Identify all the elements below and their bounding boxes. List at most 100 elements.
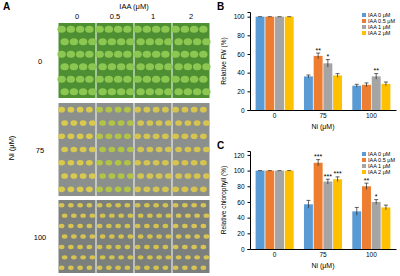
plant bbox=[201, 266, 207, 270]
x-tick: 75 bbox=[319, 251, 327, 258]
plant bbox=[184, 38, 192, 45]
y-tick: 120 bbox=[234, 152, 250, 159]
plant bbox=[67, 160, 74, 166]
plant bbox=[191, 133, 198, 139]
plant bbox=[71, 234, 77, 238]
y-axis-line bbox=[248, 152, 251, 250]
plant bbox=[67, 107, 74, 113]
plant bbox=[128, 234, 134, 238]
y-tick: 60 bbox=[237, 51, 250, 58]
y-tick-label: 100 bbox=[234, 167, 245, 174]
plant bbox=[118, 234, 124, 238]
plant bbox=[155, 63, 163, 70]
plant bbox=[185, 234, 191, 238]
photo bbox=[59, 103, 96, 196]
plant bbox=[115, 203, 121, 207]
plant bbox=[143, 187, 150, 193]
plant bbox=[87, 245, 93, 249]
plant bbox=[105, 107, 112, 113]
y-tick: 0 bbox=[241, 107, 250, 114]
x-tick-label: 100 bbox=[366, 251, 377, 258]
plant bbox=[134, 133, 141, 139]
plant bbox=[162, 133, 169, 139]
error-line bbox=[327, 179, 328, 184]
error-bar bbox=[278, 170, 282, 171]
plant bbox=[203, 147, 210, 153]
plant bbox=[181, 160, 188, 166]
error-bar bbox=[374, 74, 378, 80]
plant bbox=[86, 187, 93, 193]
error-bar bbox=[336, 177, 340, 182]
plant bbox=[58, 107, 65, 113]
error-line bbox=[318, 53, 319, 59]
plant bbox=[77, 187, 84, 193]
y-tick-label: 40 bbox=[237, 214, 245, 221]
plant bbox=[115, 266, 121, 270]
bar bbox=[275, 171, 284, 249]
legend-label: IAA 2 μM bbox=[368, 30, 391, 36]
legend-swatch bbox=[362, 170, 366, 174]
bar-chart: C020406080100120075100Ni (μM)Relative ch… bbox=[217, 140, 397, 270]
y-tick-mark bbox=[248, 233, 251, 234]
photo bbox=[173, 103, 210, 196]
y-tick: 40 bbox=[237, 69, 250, 76]
bar bbox=[362, 85, 371, 110]
y-axis: 020406080100 bbox=[234, 13, 251, 114]
error-line bbox=[366, 83, 367, 87]
plant bbox=[114, 26, 122, 33]
error-cap bbox=[306, 75, 310, 76]
plant bbox=[175, 120, 182, 126]
plant bbox=[57, 51, 65, 58]
plant bbox=[108, 173, 115, 179]
plant bbox=[115, 133, 122, 139]
column-label: 0.5 bbox=[110, 12, 120, 21]
plant bbox=[201, 224, 207, 228]
error-bar bbox=[258, 16, 262, 17]
x-tick-label: 75 bbox=[319, 112, 327, 119]
plant bbox=[106, 224, 112, 228]
plant bbox=[135, 203, 141, 207]
plant bbox=[144, 266, 150, 270]
y-axis-title: Relative chlorophyll (%) bbox=[220, 166, 228, 234]
plant bbox=[108, 63, 116, 70]
plant bbox=[97, 224, 103, 228]
y-tick: 60 bbox=[237, 199, 250, 206]
plant bbox=[115, 107, 122, 113]
plant bbox=[182, 266, 188, 270]
plant bbox=[202, 88, 210, 95]
plant bbox=[181, 187, 188, 193]
plant bbox=[143, 160, 150, 166]
bar bbox=[265, 171, 274, 249]
plant bbox=[77, 133, 84, 139]
y-tick-mark bbox=[248, 73, 251, 74]
plant bbox=[70, 120, 77, 126]
plant bbox=[90, 234, 96, 238]
plant bbox=[162, 187, 169, 193]
photo bbox=[97, 23, 134, 98]
plant bbox=[77, 224, 83, 228]
plant bbox=[100, 234, 106, 238]
plant bbox=[165, 120, 172, 126]
plant bbox=[201, 203, 207, 207]
y-axis-title: Relative FW (%) bbox=[220, 37, 228, 84]
plant bbox=[114, 76, 122, 83]
plant bbox=[191, 203, 197, 207]
x-axis-title: Ni (μM) bbox=[311, 123, 334, 131]
plant bbox=[144, 203, 150, 207]
plant bbox=[79, 88, 87, 95]
plant bbox=[86, 107, 93, 113]
plant bbox=[166, 213, 172, 217]
row-title: Ni (μM) bbox=[7, 135, 16, 160]
plant bbox=[146, 88, 154, 95]
plant bbox=[88, 88, 96, 95]
error-cap bbox=[258, 170, 262, 171]
error-bar bbox=[287, 170, 291, 171]
plant bbox=[194, 213, 200, 217]
row-label: 0 bbox=[38, 57, 42, 66]
plant bbox=[155, 38, 163, 45]
plant bbox=[173, 266, 179, 270]
panel-label: A bbox=[3, 1, 10, 12]
bar-chart: B020406080100075100Ni (μM)Relative FW (%… bbox=[217, 1, 397, 131]
y-tick-label: 60 bbox=[237, 51, 245, 58]
significance: * bbox=[375, 193, 378, 200]
